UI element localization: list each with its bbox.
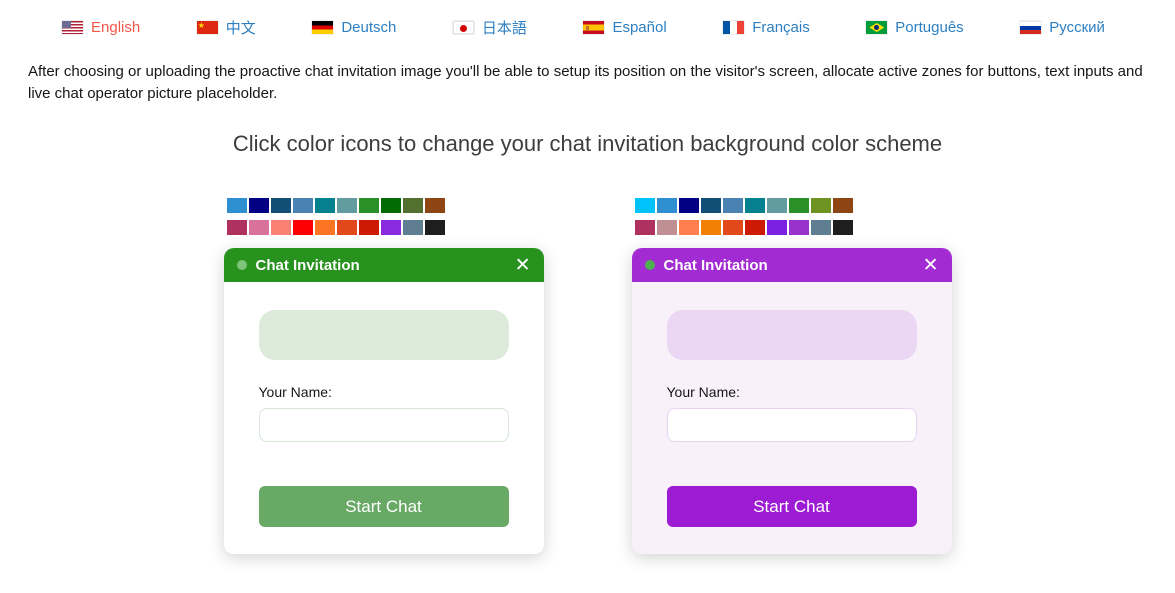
- color-swatch[interactable]: [678, 220, 699, 235]
- color-swatch[interactable]: [314, 198, 335, 213]
- flag-es-icon: [583, 21, 605, 34]
- color-palette-purple: [634, 198, 857, 235]
- lang-link-german[interactable]: Deutsch: [312, 19, 396, 36]
- lang-label: 日本語: [481, 20, 527, 37]
- lang-link-english[interactable]: English: [62, 19, 140, 36]
- lang-label: 中文: [225, 20, 256, 37]
- color-swatch[interactable]: [380, 220, 401, 235]
- chat-title: Chat Invitation: [663, 256, 768, 274]
- lang-link-spanish[interactable]: Español: [583, 19, 667, 36]
- color-swatch[interactable]: [810, 220, 831, 235]
- color-swatch[interactable]: [722, 198, 743, 213]
- chat-previews: Chat Invitation ✕ Your Name: Start Chat …: [0, 198, 1175, 554]
- flag-fr-icon: [723, 21, 745, 34]
- green-widget-column: Chat Invitation ✕ Your Name: Start Chat: [223, 198, 544, 554]
- color-swatch[interactable]: [744, 198, 765, 213]
- name-label: Your Name:: [666, 384, 740, 400]
- start-chat-button[interactable]: Start Chat: [258, 486, 509, 527]
- flag-jp-icon: [452, 21, 474, 34]
- language-bar: English 中文 Deutsch 日本語 Español Français …: [0, 0, 1175, 48]
- lang-link-russian[interactable]: Русский: [1020, 19, 1105, 36]
- color-swatch[interactable]: [656, 198, 677, 213]
- lang-link-french[interactable]: Français: [723, 19, 810, 36]
- color-swatch[interactable]: [722, 220, 743, 235]
- color-swatch[interactable]: [424, 220, 445, 235]
- operator-picture-placeholder: [258, 310, 509, 360]
- color-swatch[interactable]: [336, 198, 357, 213]
- flag-cn-icon: [196, 21, 218, 34]
- color-swatch[interactable]: [358, 198, 379, 213]
- color-swatch[interactable]: [678, 198, 699, 213]
- lang-label: English: [91, 19, 141, 36]
- chat-body: Your Name: Start Chat: [632, 282, 952, 554]
- color-swatch[interactable]: [832, 220, 853, 235]
- color-swatch[interactable]: [634, 198, 655, 213]
- lang-label: Español: [612, 19, 667, 36]
- color-swatch[interactable]: [788, 198, 809, 213]
- color-swatch[interactable]: [226, 220, 247, 235]
- color-swatch[interactable]: [226, 198, 247, 213]
- name-input[interactable]: [258, 408, 509, 442]
- name-label: Your Name:: [258, 384, 332, 400]
- flag-br-icon: [866, 21, 888, 34]
- color-swatch[interactable]: [788, 220, 809, 235]
- lang-label: Deutsch: [341, 19, 397, 36]
- color-swatch[interactable]: [832, 198, 853, 213]
- flag-de-icon: [312, 21, 334, 34]
- color-swatch[interactable]: [700, 220, 721, 235]
- lang-link-portuguese[interactable]: Português: [866, 19, 964, 36]
- online-status-dot-icon: [644, 260, 655, 270]
- start-chat-button[interactable]: Start Chat: [666, 486, 917, 527]
- operator-picture-placeholder: [666, 310, 917, 360]
- color-palette-green: [226, 198, 449, 235]
- color-swatch[interactable]: [380, 198, 401, 213]
- color-swatch[interactable]: [292, 198, 313, 213]
- purple-widget-column: Chat Invitation ✕ Your Name: Start Chat: [631, 198, 952, 554]
- chat-header: Chat Invitation ✕: [631, 248, 952, 282]
- close-icon[interactable]: ✕: [514, 254, 531, 276]
- color-swatch[interactable]: [656, 220, 677, 235]
- chat-body: Your Name: Start Chat: [224, 282, 544, 554]
- online-status-dot-icon: [236, 260, 247, 270]
- lang-label: Português: [895, 19, 964, 36]
- color-swatch[interactable]: [634, 220, 655, 235]
- chat-title: Chat Invitation: [255, 256, 360, 274]
- color-swatch[interactable]: [336, 220, 357, 235]
- lang-link-japanese[interactable]: 日本語: [452, 17, 527, 38]
- chat-invitation-card-green: Chat Invitation ✕ Your Name: Start Chat: [223, 248, 544, 554]
- color-swatch[interactable]: [744, 220, 765, 235]
- color-swatch[interactable]: [270, 198, 291, 213]
- close-icon[interactable]: ✕: [922, 254, 939, 276]
- chat-invitation-card-purple: Chat Invitation ✕ Your Name: Start Chat: [631, 248, 952, 554]
- color-swatch[interactable]: [314, 220, 335, 235]
- color-swatch[interactable]: [700, 198, 721, 213]
- intro-description: After choosing or uploading the proactiv…: [28, 63, 1143, 102]
- color-swatch[interactable]: [248, 198, 269, 213]
- color-swatch[interactable]: [358, 220, 379, 235]
- color-swatch[interactable]: [810, 198, 831, 213]
- flag-us-icon: [62, 21, 83, 34]
- lang-link-chinese[interactable]: 中文: [196, 17, 256, 38]
- lang-label: Français: [752, 19, 810, 36]
- flag-ru-icon: [1020, 21, 1042, 34]
- color-swatch[interactable]: [766, 198, 787, 213]
- color-swatch[interactable]: [424, 198, 445, 213]
- color-swatch[interactable]: [402, 220, 423, 235]
- color-swatch[interactable]: [292, 220, 313, 235]
- name-input[interactable]: [666, 408, 917, 442]
- color-swatch[interactable]: [270, 220, 291, 235]
- lang-label: Русский: [1049, 19, 1105, 36]
- color-swatch[interactable]: [248, 220, 269, 235]
- page-title: Click color icons to change your chat in…: [232, 131, 943, 156]
- color-swatch[interactable]: [402, 198, 423, 213]
- color-swatch[interactable]: [766, 220, 787, 235]
- chat-header: Chat Invitation ✕: [223, 248, 544, 282]
